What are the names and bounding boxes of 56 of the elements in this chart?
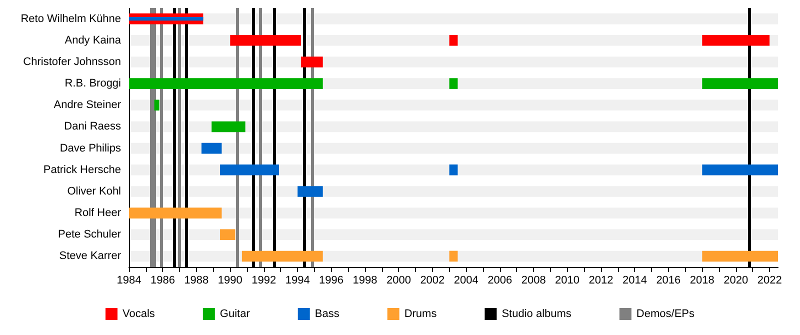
y-tick-label: Oliver Kohl bbox=[67, 185, 121, 198]
bar bbox=[702, 164, 778, 176]
x-tick-label: 2018 bbox=[690, 274, 714, 286]
x-tick-label: 2016 bbox=[656, 274, 681, 286]
bar bbox=[298, 186, 323, 197]
x-tick-label: 2006 bbox=[488, 274, 512, 286]
y-tick-label: R.B. Broggi bbox=[64, 78, 121, 90]
x-tick-label: 1984 bbox=[116, 274, 142, 286]
x-tick-label: 2020 bbox=[724, 274, 748, 286]
x-tick-label: 2008 bbox=[521, 274, 546, 286]
x-tick-label: 1990 bbox=[218, 274, 242, 286]
x-tick-label: 2022 bbox=[757, 274, 782, 286]
x-tick-label: 2004 bbox=[454, 274, 478, 286]
bar bbox=[154, 100, 160, 111]
x-tick-label: 1994 bbox=[285, 274, 310, 286]
y-tick-label: Dani Raess bbox=[64, 120, 122, 133]
legend-label: Guitar bbox=[220, 308, 250, 320]
legend-label: Studio albums bbox=[502, 308, 572, 320]
bar bbox=[449, 250, 458, 262]
legend-label: Drums bbox=[404, 308, 438, 320]
bar bbox=[201, 142, 222, 154]
legend-label: Bass bbox=[314, 308, 340, 320]
bar bbox=[449, 34, 458, 46]
x-tick-label: 2014 bbox=[622, 274, 647, 286]
bar bbox=[702, 78, 778, 89]
bar bbox=[230, 34, 301, 46]
x-tick-label: 2012 bbox=[588, 274, 614, 286]
y-tick-label: Pete Schuler bbox=[58, 228, 122, 241]
bar bbox=[220, 229, 236, 240]
y-tick-label: Christofer Johnsson bbox=[23, 56, 121, 68]
x-tick-label: 1998 bbox=[352, 274, 378, 286]
x-tick-label: 1992 bbox=[252, 274, 276, 286]
x-tick-label: 2000 bbox=[386, 274, 411, 286]
bar bbox=[220, 164, 280, 176]
y-tick-label: Dave Philips bbox=[60, 142, 122, 154]
legend-label: Vocals bbox=[122, 308, 156, 320]
bar bbox=[702, 250, 778, 262]
bar bbox=[702, 34, 770, 46]
bar bbox=[300, 56, 323, 68]
y-tick-label: Steve Karrer bbox=[59, 250, 122, 262]
legend-label: Demos/EPs bbox=[636, 308, 695, 320]
y-tick-label: Andy Kaina bbox=[64, 34, 122, 46]
y-tick-label: Andre Steiner bbox=[54, 99, 122, 112]
y-tick-label: Reto Wilhelm Kühne bbox=[20, 12, 121, 25]
bar bbox=[129, 208, 222, 218]
x-tick-label: 2010 bbox=[555, 274, 580, 286]
y-tick-label: Patrick Hersche bbox=[43, 164, 121, 176]
bar bbox=[242, 250, 323, 262]
y-tick-label: Rolf Heer bbox=[74, 207, 122, 220]
bar bbox=[449, 164, 458, 176]
x-tick-label: 1988 bbox=[184, 274, 209, 286]
bar bbox=[212, 121, 246, 132]
x-tick-label: 1996 bbox=[319, 274, 344, 286]
x-tick-label: 2002 bbox=[420, 274, 445, 286]
x-tick-label: 1986 bbox=[150, 274, 175, 286]
bar bbox=[449, 78, 458, 89]
